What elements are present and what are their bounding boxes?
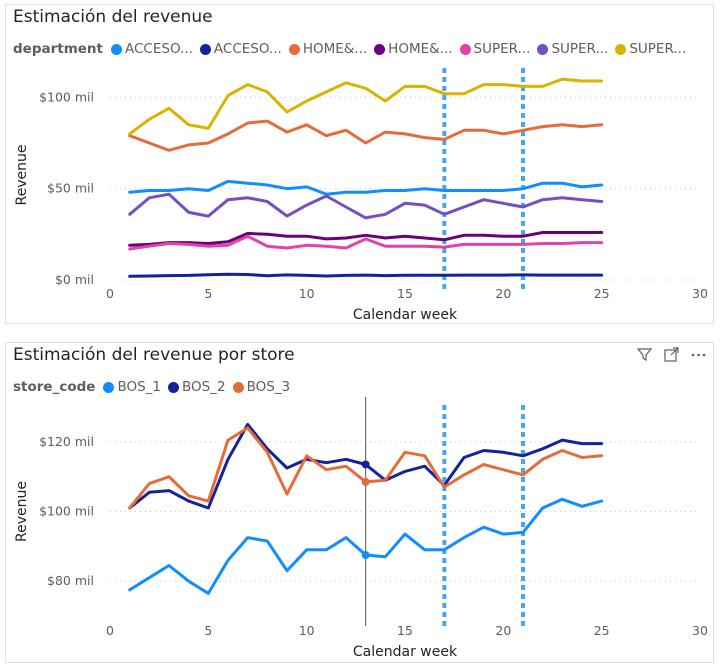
x-tick-label: 15 bbox=[397, 623, 413, 638]
line-chart-plot[interactable]: $80 mil $100 mil $120 mil 0 5 10 15 20 25 30 Calen… bbox=[6, 343, 713, 662]
legend-item[interactable]: BOS_1 bbox=[103, 379, 161, 395]
legend-item[interactable]: HOME&... bbox=[374, 41, 453, 57]
chart-title: Estimación del revenue por store bbox=[13, 345, 295, 365]
legend-marker bbox=[288, 43, 300, 55]
legend-label: BOS_1 bbox=[117, 379, 161, 395]
legend-item[interactable]: SUPER... bbox=[615, 41, 686, 57]
legend-marker bbox=[103, 381, 115, 393]
more-options-icon[interactable] bbox=[690, 346, 707, 363]
revenue-by-store-chart[interactable]: Estimación del revenue por store store_c… bbox=[5, 342, 714, 663]
x-tick-label: 5 bbox=[204, 286, 212, 301]
x-tick-label: 15 bbox=[397, 286, 413, 301]
legend-title: department bbox=[13, 41, 103, 57]
y-tick-label: $100 mil bbox=[39, 504, 94, 519]
series-line[interactable] bbox=[128, 234, 604, 251]
legend-item[interactable]: HOME&... bbox=[288, 41, 368, 57]
series-line[interactable] bbox=[128, 179, 604, 196]
x-tick-label: 5 bbox=[204, 623, 212, 638]
x-tick-label: 0 bbox=[106, 623, 114, 638]
x-axis-title: Calendar week bbox=[353, 644, 458, 660]
legend-marker bbox=[374, 43, 386, 55]
hover-data-point bbox=[361, 460, 370, 469]
hover-data-point bbox=[361, 551, 370, 560]
series-line[interactable] bbox=[128, 119, 604, 152]
x-tick-label: 30 bbox=[692, 286, 708, 301]
legend-label: ACCESO... bbox=[125, 41, 193, 57]
legend-label: SUPER... bbox=[629, 41, 687, 57]
hover-data-point bbox=[361, 477, 370, 486]
x-tick-label: 0 bbox=[106, 286, 114, 301]
legend-item[interactable]: SUPER... bbox=[459, 41, 531, 57]
x-tick-label: 25 bbox=[594, 286, 610, 301]
line-chart-plot[interactable]: $0 mil $50 mil $100 mil 0 5 10 15 20 25 30 Calenda… bbox=[6, 5, 713, 323]
series-line[interactable] bbox=[128, 77, 604, 136]
legend-title: store_code bbox=[13, 379, 96, 395]
visual-header-icons bbox=[636, 346, 707, 363]
legend-label: SUPER... bbox=[473, 41, 531, 57]
legend-item[interactable]: BOS_2 bbox=[168, 379, 226, 395]
legend-marker bbox=[111, 43, 122, 55]
legend-item[interactable]: SUPER... bbox=[537, 41, 608, 57]
legend-marker bbox=[232, 381, 244, 393]
y-tick-label: $50 mil bbox=[47, 181, 94, 196]
legend-marker bbox=[615, 43, 627, 55]
focus-mode-icon[interactable] bbox=[663, 346, 680, 363]
series-line[interactable] bbox=[128, 192, 604, 220]
x-axis-title: Calendar week bbox=[353, 307, 458, 323]
series-line[interactable] bbox=[128, 272, 604, 278]
filter-icon[interactable] bbox=[636, 346, 653, 363]
chart-title: Estimación del revenue bbox=[13, 7, 213, 27]
legend-label: BOS_2 bbox=[182, 379, 226, 395]
x-tick-label: 20 bbox=[495, 286, 511, 301]
x-tick-label: 10 bbox=[299, 623, 315, 638]
chart-legend: department ACCESO... ACCESO... HOME&... HOM… bbox=[13, 41, 693, 57]
legend-marker bbox=[537, 43, 549, 55]
x-tick-label: 10 bbox=[299, 286, 315, 301]
chart-legend: store_code BOS_1 BOS_2 BOS_3 bbox=[13, 379, 297, 395]
x-tick-label: 25 bbox=[594, 623, 610, 638]
legend-marker bbox=[168, 381, 179, 393]
y-tick-label: $100 mil bbox=[39, 89, 94, 104]
y-tick-label: $80 mil bbox=[47, 573, 94, 588]
legend-marker bbox=[459, 43, 471, 55]
legend-label: HOME&... bbox=[388, 41, 453, 57]
legend-item[interactable]: ACCESO... bbox=[199, 41, 282, 57]
legend-label: ACCESO... bbox=[213, 41, 282, 57]
x-tick-label: 30 bbox=[692, 623, 708, 638]
legend-label: SUPER... bbox=[551, 41, 609, 57]
legend-item[interactable]: ACCESO... bbox=[111, 41, 193, 57]
revenue-by-department-chart[interactable]: Estimación del revenue department ACCESO… bbox=[5, 4, 714, 324]
x-tick-label: 20 bbox=[495, 623, 511, 638]
legend-label: HOME&... bbox=[302, 41, 368, 57]
legend-marker bbox=[199, 43, 211, 55]
y-axis-title: Revenue bbox=[14, 481, 30, 542]
y-tick-label: $120 mil bbox=[39, 434, 94, 449]
legend-item[interactable]: BOS_3 bbox=[232, 379, 291, 395]
y-axis-title: Revenue bbox=[14, 145, 30, 206]
legend-label: BOS_3 bbox=[246, 379, 291, 395]
y-tick-label: $0 mil bbox=[55, 272, 94, 287]
series-line[interactable] bbox=[128, 231, 604, 247]
